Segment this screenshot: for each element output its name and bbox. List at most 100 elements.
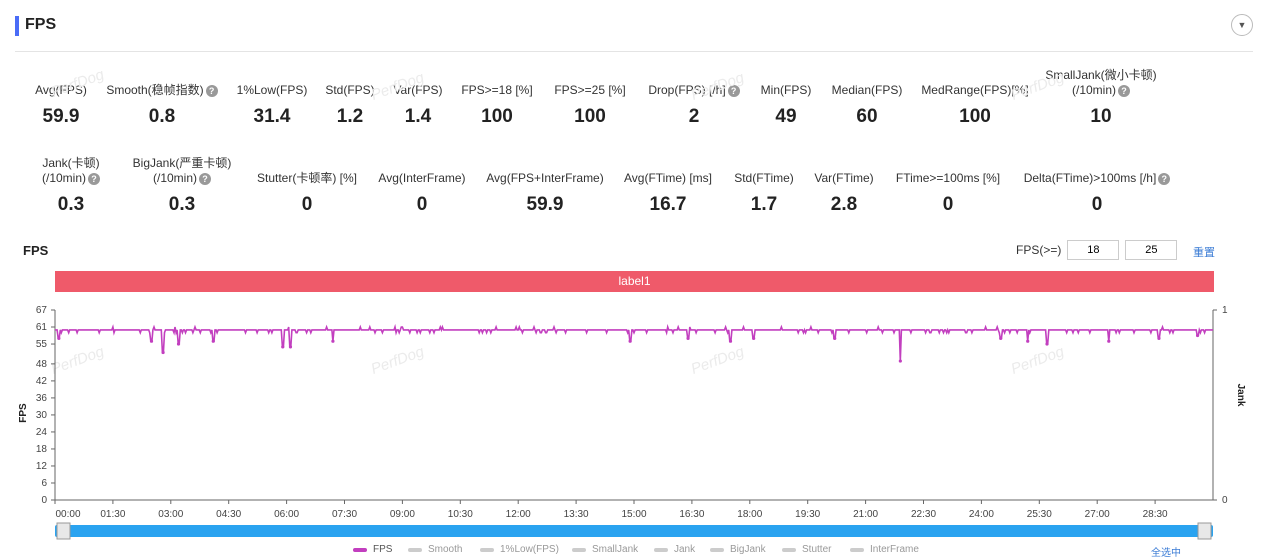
fps-dip-point [628,339,632,343]
y-tick-label: 55 [36,339,48,350]
y-tick-label: 24 [36,427,48,438]
metric-value: 100 [574,106,606,127]
x-tick-label: 25:30 [1027,509,1052,520]
reset-button[interactable]: 重置 [1193,247,1215,259]
metric-label: SmallJank(微小卡顿) (/10min)? [1026,68,1176,98]
x-tick-label: 24:00 [969,509,994,520]
help-icon[interactable]: ? [1118,84,1130,97]
section-header: FPS ▼ [15,14,1253,52]
y-axis-label: FPS [18,403,29,423]
x-tick-label: 04:30 [216,509,241,520]
metric-label-unit: (/10min) [1071,83,1116,97]
metric-label: Std(FPS) [275,83,425,98]
fps-dip-point [898,359,902,363]
legend-item[interactable]: 1%Low(FPS) [480,544,559,555]
y-tick-label: 18 [36,444,48,455]
metric-label-text: FPS>=18 [%] [461,83,533,97]
metric-2: Smooth(稳帧指数)? 0.8 [87,83,237,128]
metric-10: Median(FPS) 60 [792,83,942,128]
help-icon[interactable]: ? [1158,172,1171,185]
metric-label-text: Avg(FPS) [35,83,87,97]
x-tick-label: 09:00 [390,509,415,520]
metric-value: 59.9 [42,106,80,127]
legend-item[interactable]: SmallJank [572,544,638,555]
x-tick-label: 16:30 [679,509,704,520]
metric-label-unit: (/10min) [152,171,197,185]
x-tick-label: 12:00 [506,509,531,520]
zoom-slider-handle-left[interactable] [56,522,71,540]
metric-label-text: SmallJank(微小卡顿) [1045,68,1157,82]
x-tick-label: 01:30 [100,509,125,520]
metric-11: MedRange(FPS)[%] 100 [900,83,1050,128]
metric-3: 1%Low(FPS) 31.4 [197,83,347,128]
metric-label: FPS>=25 [%] [515,83,665,98]
metric-label: Drop(FPS) [/h]? [619,83,769,98]
legend-swatch-icon [850,547,864,552]
metric-4: Avg(InterFrame) 0 [347,171,497,216]
select-all-button[interactable]: 全选中 [1151,548,1181,559]
x-tick-label: 00:00 [55,509,80,520]
label-band[interactable]: label1 [55,271,1214,292]
metric-3: Stutter(卡顿率) [%] 0 [232,171,382,216]
fps-dip-point [57,336,61,340]
x-tick-label: 10:30 [448,509,473,520]
metric-label: Jank(卡顿) (/10min)? [0,156,146,186]
metric-value: 60 [856,106,878,127]
metric-value: 0 [1091,194,1103,215]
threshold-input-1[interactable] [1067,240,1120,260]
metric-value: 0 [301,194,313,215]
y-tick-label: 48 [36,359,48,370]
metric-value: 100 [481,106,513,127]
legend-label: InterFrame [870,544,919,555]
legend-item[interactable]: Jank [654,544,695,555]
help-icon[interactable]: ? [199,172,211,185]
zoom-slider-handle-right[interactable] [1197,522,1212,540]
metric-label-text: Drop(FPS) [/h] [648,83,726,97]
legend-item[interactable]: Smooth [408,544,462,555]
legend-label: FPS [373,544,393,555]
legend-label: Stutter [802,544,832,555]
metric-value: 2.8 [830,194,858,215]
fps-dip-point [1026,339,1030,343]
metric-value: 31.4 [253,106,291,127]
accent-bar [15,16,19,36]
metric-5: Var(FPS) 1.4 [343,83,493,128]
fps-dip-point [161,350,165,355]
legend-item[interactable]: FPS [353,544,392,555]
metric-value: 10 [1090,106,1112,127]
fps-dip-point [686,336,690,340]
metric-6: Avg(FTime) [ms] 16.7 [593,171,743,216]
x-tick-label: 21:00 [853,509,878,520]
x-tick-label: 13:30 [564,509,589,520]
metric-9: Min(FPS) 49 [711,83,861,128]
help-icon[interactable]: ? [88,172,100,185]
y2-tick-label: 1 [1222,305,1228,316]
legend-swatch-icon [710,547,724,552]
metric-label-text: Std(FTime) [734,171,794,185]
y-tick-label: 61 [36,322,48,333]
legend-item[interactable]: Stutter [782,544,831,555]
help-icon[interactable]: ? [727,84,740,97]
metric-7: Std(FTime) 1.7 [689,171,839,216]
fps-series-line [55,323,1213,362]
metric-label: Avg(InterFrame) [347,171,497,186]
x-tick-label: 22:30 [911,509,936,520]
metric-label-text: Var(FPS) [393,83,443,97]
x-tick-label: 15:00 [621,509,646,520]
legend-item[interactable]: InterFrame [850,544,919,555]
metric-4: Std(FPS) 1.2 [275,83,425,128]
metric-label-text: Smooth(稳帧指数) [106,83,204,97]
threshold-input-2[interactable] [1125,240,1178,260]
metric-label-text: Jank(卡顿) [42,156,100,170]
y-tick-label: 30 [36,410,48,421]
metric-label-text: Delta(FTime)>100ms [/h] [1023,171,1157,185]
zoom-slider-track [55,525,1213,537]
legend-label: Smooth [428,544,463,555]
legend-label: Jank [674,544,696,555]
chevron-down-icon[interactable]: ▼ [1231,14,1253,36]
help-icon[interactable]: ? [205,84,218,97]
legend-item[interactable]: BigJank [710,544,766,555]
metric-label-text: 1%Low(FPS) [236,83,308,97]
metric-1: Jank(卡顿) (/10min)? 0.3 [0,156,146,216]
